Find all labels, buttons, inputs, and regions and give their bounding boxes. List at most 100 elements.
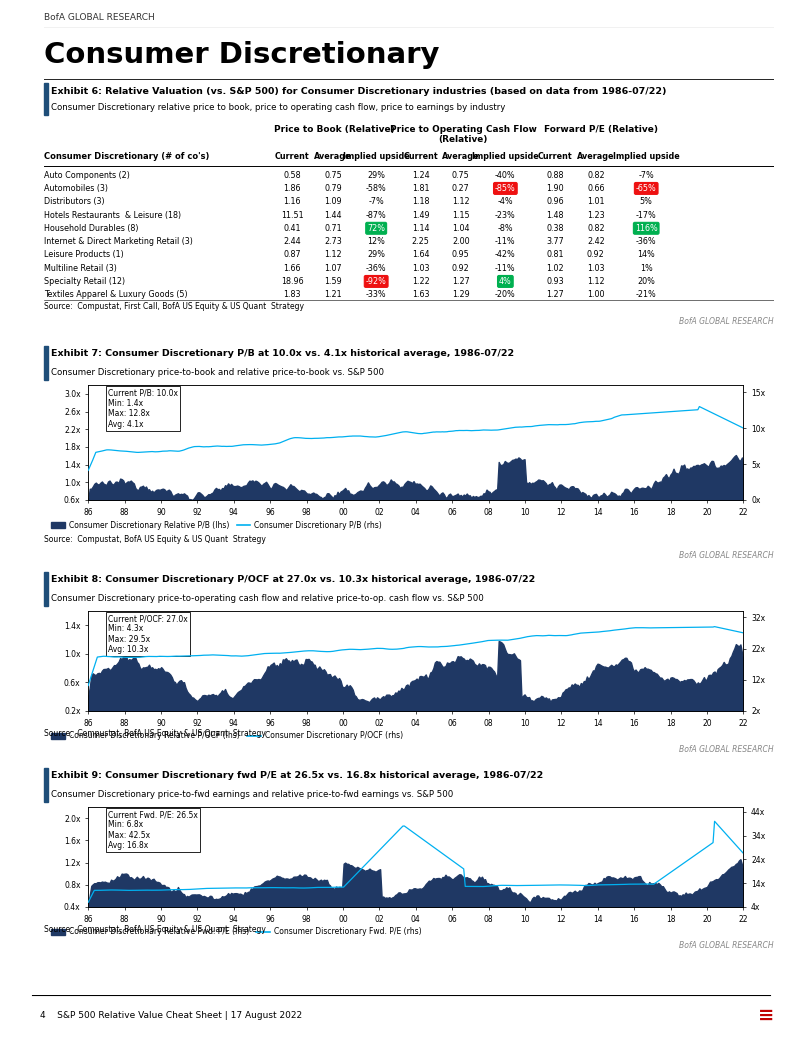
- Text: Consumer Discretionary price-to-book and relative price-to-book vs. S&P 500: Consumer Discretionary price-to-book and…: [51, 368, 384, 377]
- Text: Consumer Discretionary price-to-operating cash flow and relative price-to-op. ca: Consumer Discretionary price-to-operatin…: [51, 594, 484, 604]
- Text: Distributors (3): Distributors (3): [44, 197, 105, 206]
- Text: -4%: -4%: [497, 197, 513, 206]
- Text: Average: Average: [314, 152, 352, 161]
- Text: 1.04: 1.04: [452, 224, 470, 232]
- Text: 4    S&P 500 Relative Value Cheat Sheet | 17 August 2022: 4 S&P 500 Relative Value Cheat Sheet | 1…: [40, 1011, 302, 1019]
- Text: Implied upside: Implied upside: [342, 152, 410, 161]
- Text: Current: Current: [275, 152, 310, 161]
- Text: -85%: -85%: [495, 184, 516, 193]
- Text: Exhibit 7: Consumer Discretionary P/B at 10.0x vs. 4.1x historical average, 1986: Exhibit 7: Consumer Discretionary P/B at…: [51, 349, 515, 358]
- Text: 0.82: 0.82: [587, 171, 605, 179]
- Text: 1.01: 1.01: [587, 197, 605, 206]
- Text: -7%: -7%: [368, 197, 384, 206]
- Text: 1.22: 1.22: [411, 277, 430, 286]
- Text: Auto Components (2): Auto Components (2): [44, 171, 130, 179]
- Text: Automobiles (3): Automobiles (3): [44, 184, 108, 193]
- Text: Source:  Compustat, First Call, BofA US Equity & US Quant  Strategy: Source: Compustat, First Call, BofA US E…: [44, 302, 304, 311]
- Text: BofA GLOBAL RESEARCH: BofA GLOBAL RESEARCH: [679, 941, 774, 950]
- Text: -23%: -23%: [495, 211, 516, 220]
- Text: Source:  Compustat, BofA US Equity & US Quant  Strategy: Source: Compustat, BofA US Equity & US Q…: [44, 729, 266, 738]
- Text: 0.58: 0.58: [283, 171, 301, 179]
- Text: 1.83: 1.83: [283, 290, 301, 300]
- Text: 0.88: 0.88: [546, 171, 564, 179]
- Text: Multiline Retail (3): Multiline Retail (3): [44, 263, 117, 273]
- Text: 3.77: 3.77: [546, 237, 564, 246]
- Text: Current: Current: [537, 152, 573, 161]
- Text: 1.90: 1.90: [546, 184, 564, 193]
- Text: 1.02: 1.02: [546, 263, 564, 273]
- Text: 1.15: 1.15: [452, 211, 470, 220]
- Bar: [44, 768, 48, 802]
- Text: 1%: 1%: [640, 263, 653, 273]
- Text: Hotels Restaurants  & Leisure (18): Hotels Restaurants & Leisure (18): [44, 211, 181, 220]
- Text: 1.86: 1.86: [283, 184, 301, 193]
- Text: 1.03: 1.03: [587, 263, 605, 273]
- Text: 2.73: 2.73: [324, 237, 342, 246]
- Text: Implied upside: Implied upside: [613, 152, 679, 161]
- Text: Consumer Discretionary (# of co's): Consumer Discretionary (# of co's): [44, 152, 209, 161]
- Text: Implied upside: Implied upside: [472, 152, 539, 161]
- Text: 1.63: 1.63: [412, 290, 429, 300]
- Text: Forward P/E (Relative): Forward P/E (Relative): [544, 124, 658, 134]
- Text: 2.00: 2.00: [452, 237, 470, 246]
- Text: Current P/B: 10.0x
Min: 1.4x
Max: 12.8x
Avg: 4.1x: Current P/B: 10.0x Min: 1.4x Max: 12.8x …: [108, 389, 178, 428]
- Text: 1.29: 1.29: [452, 290, 470, 300]
- Text: 0.92: 0.92: [587, 250, 605, 259]
- Text: 0.93: 0.93: [546, 277, 564, 286]
- Text: 1.48: 1.48: [546, 211, 564, 220]
- Text: Current Fwd. P/E: 26.5x
Min: 6.8x
Max: 42.5x
Avg: 16.8x: Current Fwd. P/E: 26.5x Min: 6.8x Max: 4…: [108, 810, 198, 850]
- Text: 116%: 116%: [635, 224, 658, 232]
- Text: Specialty Retail (12): Specialty Retail (12): [44, 277, 125, 286]
- Text: 1.18: 1.18: [412, 197, 429, 206]
- Text: 1.07: 1.07: [324, 263, 342, 273]
- Text: Exhibit 9: Consumer Discretionary fwd P/E at 26.5x vs. 16.8x historical average,: Exhibit 9: Consumer Discretionary fwd P/…: [51, 770, 544, 780]
- Text: 4%: 4%: [499, 277, 512, 286]
- Text: 0.96: 0.96: [546, 197, 564, 206]
- Text: -65%: -65%: [636, 184, 657, 193]
- Text: BofA GLOBAL RESEARCH: BofA GLOBAL RESEARCH: [679, 551, 774, 560]
- Text: 12%: 12%: [367, 237, 385, 246]
- Text: 1.66: 1.66: [283, 263, 301, 273]
- Legend: Consumer Discretionary Relative P/B (lhs), Consumer Discretionary P/B (rhs): Consumer Discretionary Relative P/B (lhs…: [48, 517, 385, 533]
- Text: -92%: -92%: [366, 277, 387, 286]
- Text: 14%: 14%: [638, 250, 655, 259]
- Text: 11.51: 11.51: [281, 211, 304, 220]
- Text: 18.96: 18.96: [281, 277, 304, 286]
- Text: 2.25: 2.25: [411, 237, 430, 246]
- Text: Household Durables (8): Household Durables (8): [44, 224, 139, 232]
- Text: -20%: -20%: [495, 290, 516, 300]
- Text: 5%: 5%: [640, 197, 653, 206]
- Text: 0.75: 0.75: [452, 171, 470, 179]
- Text: 0.41: 0.41: [283, 224, 301, 232]
- Text: 0.82: 0.82: [587, 224, 605, 232]
- Text: 1.14: 1.14: [412, 224, 429, 232]
- Text: -8%: -8%: [497, 224, 513, 232]
- Text: 1.44: 1.44: [324, 211, 342, 220]
- Text: 2.44: 2.44: [283, 237, 301, 246]
- Text: ≡: ≡: [758, 1006, 774, 1025]
- Text: Current: Current: [403, 152, 438, 161]
- Text: -36%: -36%: [636, 237, 657, 246]
- Text: BofA GLOBAL RESEARCH: BofA GLOBAL RESEARCH: [44, 13, 155, 22]
- Text: 1.00: 1.00: [587, 290, 605, 300]
- Text: 1.12: 1.12: [452, 197, 470, 206]
- Text: 1.09: 1.09: [324, 197, 342, 206]
- Text: 1.12: 1.12: [587, 277, 605, 286]
- Text: 1.64: 1.64: [412, 250, 429, 259]
- Text: Consumer Discretionary price-to-fwd earnings and relative price-to-fwd earnings : Consumer Discretionary price-to-fwd earn…: [51, 790, 454, 800]
- Text: -42%: -42%: [495, 250, 516, 259]
- Text: Current P/OCF: 27.0x
Min: 4.3x
Max: 29.5x
Avg: 10.3x: Current P/OCF: 27.0x Min: 4.3x Max: 29.5…: [108, 614, 188, 654]
- Text: 0.79: 0.79: [324, 184, 342, 193]
- Text: 1.49: 1.49: [412, 211, 430, 220]
- Text: BofA GLOBAL RESEARCH: BofA GLOBAL RESEARCH: [679, 317, 774, 327]
- Text: Internet & Direct Marketing Retail (3): Internet & Direct Marketing Retail (3): [44, 237, 193, 246]
- Text: -7%: -7%: [638, 171, 654, 179]
- Text: Exhibit 6: Relative Valuation (vs. S&P 500) for Consumer Discretionary industrie: Exhibit 6: Relative Valuation (vs. S&P 5…: [51, 86, 667, 95]
- Text: 1.21: 1.21: [324, 290, 342, 300]
- Legend: Consumer Discretionary Relative Fwd. P/E (lhs), Consumer Discretionary Fwd. P/E : Consumer Discretionary Relative Fwd. P/E…: [48, 924, 425, 940]
- Bar: [44, 83, 48, 115]
- Text: 1.03: 1.03: [412, 263, 429, 273]
- Text: -33%: -33%: [366, 290, 387, 300]
- Text: Source:  Compustat, BofA US Equity & US Quant  Strategy: Source: Compustat, BofA US Equity & US Q…: [44, 925, 266, 934]
- Text: 72%: 72%: [367, 224, 385, 232]
